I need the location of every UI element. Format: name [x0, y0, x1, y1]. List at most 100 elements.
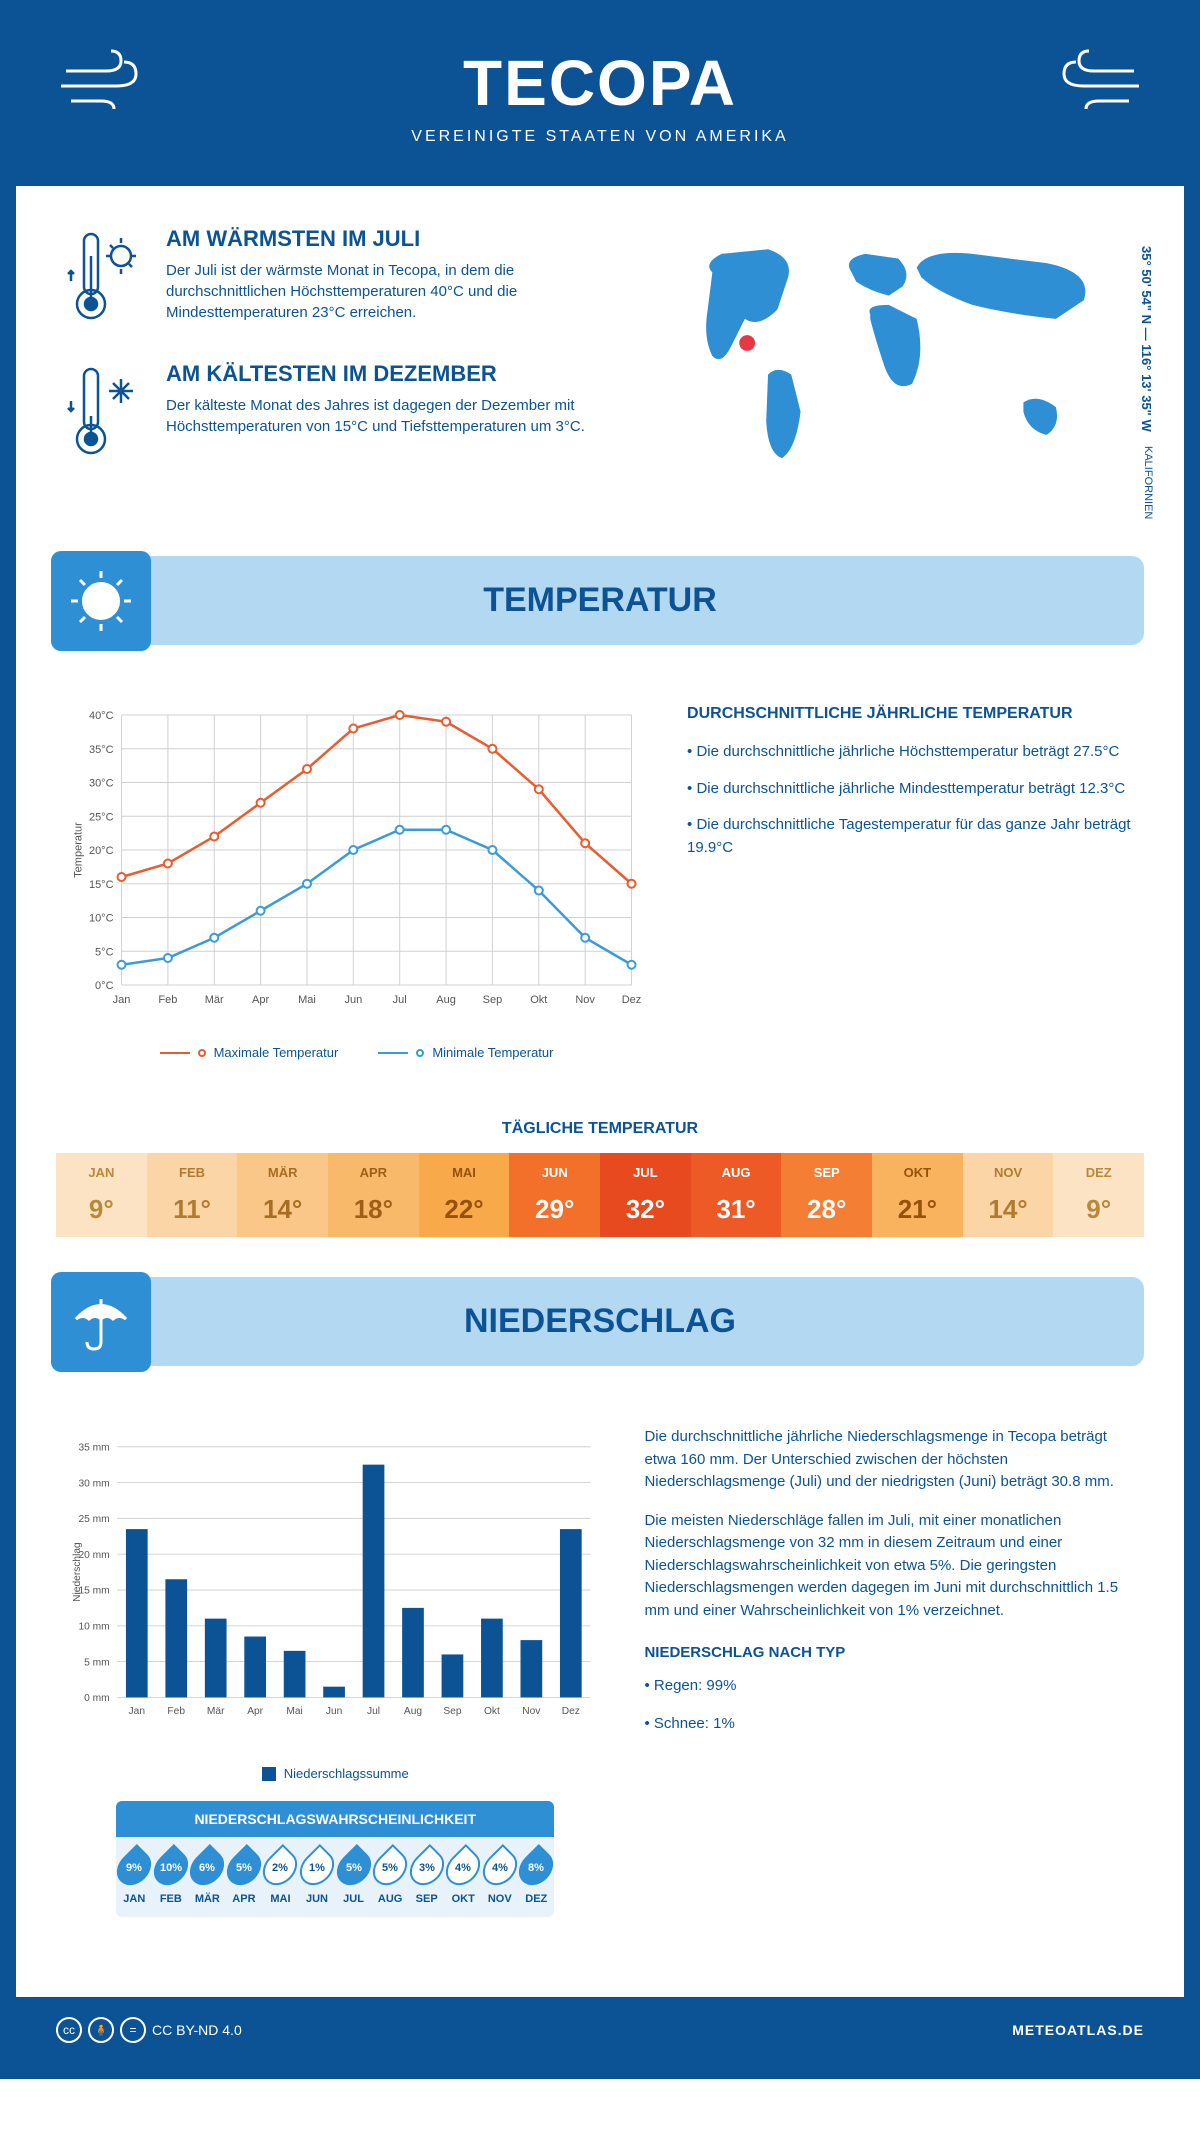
- svg-text:Aug: Aug: [436, 994, 456, 1006]
- svg-text:Jul: Jul: [393, 994, 407, 1006]
- svg-text:Mai: Mai: [286, 1706, 302, 1717]
- daily-temp-cell: AUG31°: [691, 1153, 782, 1237]
- world-map: 35° 50' 54" N — 116° 13' 35" W KALIFORNI…: [644, 226, 1134, 496]
- svg-text:30°C: 30°C: [89, 778, 114, 790]
- svg-text:30 mm: 30 mm: [78, 1478, 109, 1489]
- svg-text:35 mm: 35 mm: [78, 1442, 109, 1453]
- daily-temp-cell: APR18°: [328, 1153, 419, 1237]
- svg-text:Nov: Nov: [522, 1706, 541, 1717]
- svg-text:5 mm: 5 mm: [84, 1657, 110, 1668]
- prob-cell: 5%JUL: [335, 1837, 372, 1917]
- svg-text:Apr: Apr: [247, 1706, 263, 1717]
- precip-banner: NIEDERSCHLAG: [56, 1277, 1144, 1366]
- svg-text:Temperatur: Temperatur: [73, 822, 85, 878]
- precip-bar-chart: 0 mm5 mm10 mm15 mm20 mm25 mm30 mm35 mmNi…: [66, 1426, 604, 1746]
- thermometer-cold-icon: [66, 361, 146, 466]
- precip-banner-title: NIEDERSCHLAG: [86, 1302, 1114, 1341]
- prob-cell: 2%MAI: [262, 1837, 299, 1917]
- svg-text:Mai: Mai: [298, 994, 316, 1006]
- temperature-line-chart: 0°C 5°C 10°C 15°C 20°C 25°C 30°C 35°C 40°C Jan Feb…: [66, 705, 647, 1025]
- cc-icon: cc: [56, 2017, 82, 2043]
- svg-text:10°C: 10°C: [89, 913, 114, 925]
- nd-icon: =: [120, 2017, 146, 2043]
- warmest-text: Der Juli ist der wärmste Monat in Tecopa…: [166, 260, 604, 323]
- prob-cell: 9%JAN: [116, 1837, 153, 1917]
- svg-text:Okt: Okt: [484, 1706, 500, 1717]
- thermometer-hot-icon: [66, 226, 146, 331]
- svg-text:20°C: 20°C: [89, 845, 114, 857]
- coldest-text: Der kälteste Monat des Jahres ist dagege…: [166, 395, 604, 437]
- svg-text:Jun: Jun: [326, 1706, 343, 1717]
- daily-temp-cell: MÄR14°: [237, 1153, 328, 1237]
- coordinates: 35° 50' 54" N — 116° 13' 35" W: [1139, 246, 1154, 432]
- location-title: TECOPA: [36, 46, 1164, 120]
- daily-temp-cell: JUL32°: [600, 1153, 691, 1237]
- svg-text:Jan: Jan: [113, 994, 131, 1006]
- svg-text:Jun: Jun: [344, 994, 362, 1006]
- svg-text:Okt: Okt: [530, 994, 547, 1006]
- wind-icon: [56, 46, 156, 116]
- daily-temp-cell: JUN29°: [509, 1153, 600, 1237]
- svg-text:40°C: 40°C: [89, 710, 114, 722]
- state-label: KALIFORNIEN: [1142, 446, 1154, 519]
- daily-temp-cell: DEZ9°: [1053, 1153, 1144, 1237]
- svg-text:Apr: Apr: [252, 994, 269, 1006]
- svg-text:25 mm: 25 mm: [78, 1514, 109, 1525]
- svg-text:Aug: Aug: [404, 1706, 422, 1717]
- precip-probability: NIEDERSCHLAGSWAHRSCHEINLICHKEIT 9%JAN10%…: [116, 1801, 554, 1917]
- footer: cc 🧍 = CC BY-ND 4.0 METEOATLAS.DE: [16, 1997, 1184, 2063]
- svg-text:Jan: Jan: [129, 1706, 146, 1717]
- prob-cell: 6%MÄR: [189, 1837, 226, 1917]
- prob-cell: 3%SEP: [408, 1837, 445, 1917]
- prob-cell: 4%OKT: [445, 1837, 482, 1917]
- svg-text:Dez: Dez: [562, 1706, 580, 1717]
- svg-text:Jul: Jul: [367, 1706, 380, 1717]
- prob-cell: 8%DEZ: [518, 1837, 555, 1917]
- umbrella-icon: [51, 1272, 151, 1372]
- by-icon: 🧍: [88, 2017, 114, 2043]
- svg-text:35°C: 35°C: [89, 744, 114, 756]
- svg-text:Dez: Dez: [622, 994, 642, 1006]
- prob-cell: 5%APR: [226, 1837, 263, 1917]
- temp-info: DURCHSCHNITTLICHE JÄHRLICHE TEMPERATUR •…: [687, 705, 1134, 1060]
- svg-text:15°C: 15°C: [89, 879, 114, 891]
- prob-cell: 5%AUG: [372, 1837, 409, 1917]
- coldest-fact: AM KÄLTESTEN IM DEZEMBER Der kälteste Mo…: [66, 361, 604, 466]
- warmest-title: AM WÄRMSTEN IM JULI: [166, 226, 604, 252]
- svg-text:25°C: 25°C: [89, 811, 114, 823]
- header: TECOPA VEREINIGTE STAATEN VON AMERIKA: [16, 16, 1184, 186]
- daily-temp-title: TÄGLICHE TEMPERATUR: [16, 1120, 1184, 1138]
- warmest-fact: AM WÄRMSTEN IM JULI Der Juli ist der wär…: [66, 226, 604, 331]
- precip-chart-legend: Niederschlagssumme: [66, 1766, 604, 1781]
- brand: METEOATLAS.DE: [1012, 2022, 1144, 2038]
- svg-text:0°C: 0°C: [95, 980, 114, 992]
- prob-cell: 10%FEB: [153, 1837, 190, 1917]
- svg-text:Nov: Nov: [575, 994, 595, 1006]
- wind-icon: [1044, 46, 1144, 116]
- daily-temp-strip: JAN9°FEB11°MÄR14°APR18°MAI22°JUN29°JUL32…: [56, 1153, 1144, 1237]
- prob-cell: 4%NOV: [481, 1837, 518, 1917]
- daily-temp-cell: MAI22°: [419, 1153, 510, 1237]
- svg-text:Feb: Feb: [167, 1706, 185, 1717]
- temp-chart-legend: Maximale Temperatur Minimale Temperatur: [66, 1045, 647, 1060]
- temperature-banner: TEMPERATUR: [56, 556, 1144, 645]
- daily-temp-cell: SEP28°: [781, 1153, 872, 1237]
- svg-text:Mär: Mär: [205, 994, 224, 1006]
- svg-text:5°C: 5°C: [95, 946, 114, 958]
- coldest-title: AM KÄLTESTEN IM DEZEMBER: [166, 361, 604, 387]
- svg-text:Sep: Sep: [483, 994, 503, 1006]
- svg-text:10 mm: 10 mm: [78, 1622, 109, 1633]
- daily-temp-cell: JAN9°: [56, 1153, 147, 1237]
- sun-icon: [51, 551, 151, 651]
- svg-text:Niederschlag: Niederschlag: [72, 1542, 83, 1602]
- svg-text:Feb: Feb: [158, 994, 177, 1006]
- daily-temp-cell: NOV14°: [963, 1153, 1054, 1237]
- svg-text:20 mm: 20 mm: [78, 1550, 109, 1561]
- svg-text:Sep: Sep: [443, 1706, 461, 1717]
- location-subtitle: VEREINIGTE STAATEN VON AMERIKA: [36, 128, 1164, 146]
- daily-temp-cell: FEB11°: [147, 1153, 238, 1237]
- svg-text:Mär: Mär: [207, 1706, 225, 1717]
- prob-cell: 1%JUN: [299, 1837, 336, 1917]
- temperature-banner-title: TEMPERATUR: [86, 581, 1114, 620]
- svg-text:0 mm: 0 mm: [84, 1693, 110, 1704]
